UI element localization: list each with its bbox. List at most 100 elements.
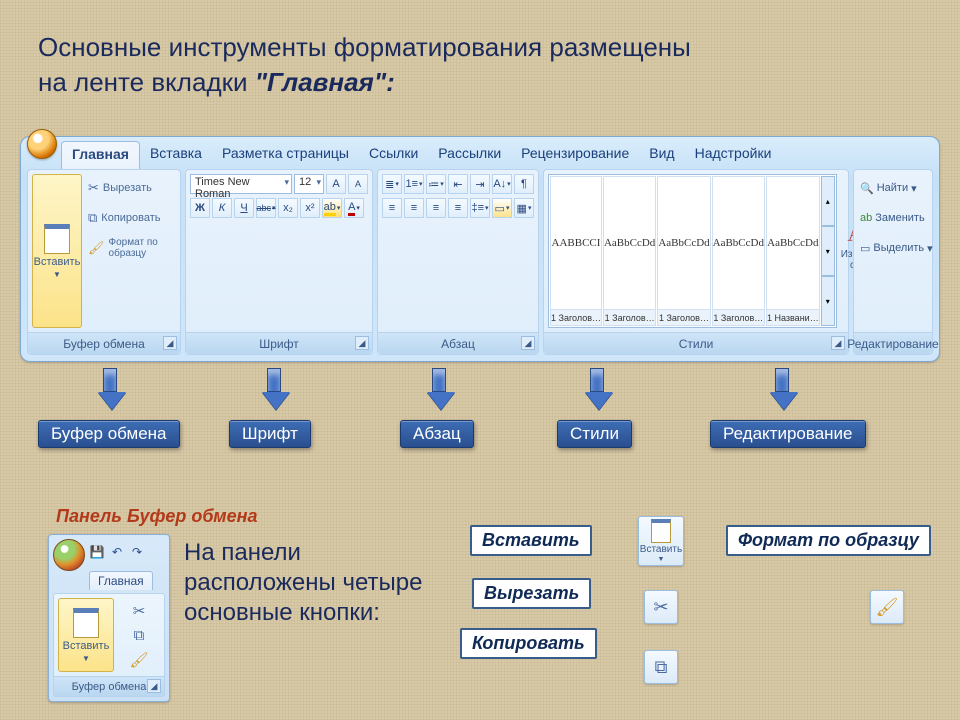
scissors-icon: ✂: [88, 180, 99, 196]
numbering-button[interactable]: 1≡: [404, 174, 424, 194]
tab-view[interactable]: Вид: [639, 141, 684, 169]
ribbon-groups: Вставить ▼ ✂Вырезать ⧉ Копировать 🖌Формат…: [27, 169, 933, 355]
outdent-button[interactable]: ⇤: [448, 174, 468, 194]
group-styles-label: Стили◢: [544, 332, 848, 354]
dialog-launcher[interactable]: ◢: [355, 336, 369, 350]
undo-icon[interactable]: ↶: [109, 545, 125, 561]
indent-button[interactable]: ⇥: [470, 174, 490, 194]
tab-insert[interactable]: Вставка: [140, 141, 212, 169]
intro-line2b: "Главная":: [255, 67, 395, 97]
office-button[interactable]: [27, 129, 57, 159]
underline-button[interactable]: Ч: [234, 198, 254, 218]
style-item[interactable]: AaBbCcDd1 Заголов…: [657, 176, 710, 326]
dialog-launcher[interactable]: ◢: [831, 336, 845, 350]
redo-icon[interactable]: ↷: [129, 545, 145, 561]
strike-button[interactable]: abc: [256, 198, 276, 218]
style-item[interactable]: AaBbCcDd1 Заголов…: [712, 176, 765, 326]
grow-font-button[interactable]: A: [326, 174, 346, 194]
tab-mailings[interactable]: Рассылки: [428, 141, 511, 169]
style-item[interactable]: AABBCCI1 Заголов…: [550, 176, 602, 326]
label-cut: Вырезать: [472, 578, 591, 609]
replace-button[interactable]: abЗаменить: [858, 204, 928, 232]
copy-button[interactable]: ⧉ Копировать: [86, 204, 176, 232]
style-item[interactable]: AaBbCcDd1 Заголов…: [603, 176, 656, 326]
office-button[interactable]: [53, 539, 85, 571]
font-name-combo[interactable]: Times New Roman: [190, 174, 292, 194]
intro-line2a: на ленте вкладки: [38, 67, 255, 97]
callout-styles: Стили: [557, 420, 632, 448]
styles-gallery[interactable]: AABBCCI1 Заголов… AaBbCcDd1 Заголов… AaB…: [548, 174, 837, 328]
replace-icon: ab: [860, 212, 872, 224]
brush-icon[interactable]: 🖌: [129, 651, 148, 669]
clipboard-icon: [73, 608, 99, 638]
bold-button[interactable]: Ж: [190, 198, 210, 218]
section-description: На панели расположены четыре основные кн…: [184, 538, 459, 628]
mini-group-label: Буфер обмена◢: [54, 676, 164, 696]
subscript-button[interactable]: x₂: [278, 198, 298, 218]
paste-button[interactable]: Вставить ▼: [32, 174, 82, 328]
dialog-launcher[interactable]: ◢: [147, 679, 161, 693]
paste-label: Вставить: [640, 544, 682, 555]
linespacing-button[interactable]: ‡≡: [470, 198, 490, 218]
find-label: Найти: [877, 182, 908, 194]
tab-addins[interactable]: Надстройки: [685, 141, 782, 169]
group-editing: 🔍Найти ▾ abЗаменить ▭Выделить ▾ Редактир…: [853, 169, 933, 355]
copy-icon-box[interactable]: ⧉: [644, 650, 678, 684]
group-editing-label: Редактирование: [854, 332, 932, 354]
arrow-icon: [585, 368, 609, 412]
copy-icon: ⧉: [88, 210, 97, 226]
shading-button[interactable]: ▭: [492, 198, 512, 218]
align-left-button[interactable]: ≡: [382, 198, 402, 218]
cursor-icon: ▭: [860, 242, 870, 255]
tab-review[interactable]: Рецензирование: [511, 141, 639, 169]
paste-button[interactable]: Вставить▼: [58, 598, 114, 672]
italic-button[interactable]: К: [212, 198, 232, 218]
copy-icon: ⧉: [655, 657, 668, 678]
section-subheading: Панель Буфер обмена: [56, 506, 258, 527]
find-button[interactable]: 🔍Найти ▾: [858, 174, 928, 202]
group-clipboard-label: Буфер обмена◢: [28, 332, 180, 354]
tab-home[interactable]: Главная: [61, 141, 140, 169]
highlight-button[interactable]: ab: [322, 198, 342, 218]
cut-icon-box[interactable]: ✂: [644, 590, 678, 624]
copy-icon[interactable]: ⧉: [134, 627, 145, 644]
scissors-icon[interactable]: ✂: [133, 602, 146, 620]
sort-button[interactable]: A↓: [492, 174, 512, 194]
group-paragraph: ≣ 1≡ ≔ ⇤ ⇥ A↓ ¶ ≡ ≡ ≡ ≡ ‡≡ ▭ ▦: [377, 169, 539, 355]
borders-button[interactable]: ▦: [514, 198, 534, 218]
callout-clipboard: Буфер обмена: [38, 420, 180, 448]
shrink-font-button[interactable]: A: [348, 174, 368, 194]
dialog-launcher[interactable]: ◢: [163, 336, 177, 350]
superscript-button[interactable]: x²: [300, 198, 320, 218]
align-right-button[interactable]: ≡: [426, 198, 446, 218]
format-painter-icon-box[interactable]: 🖌: [870, 590, 904, 624]
arrow-icon: [262, 368, 286, 412]
justify-button[interactable]: ≡: [448, 198, 468, 218]
tab-home[interactable]: Главная: [89, 571, 153, 590]
tab-layout[interactable]: Разметка страницы: [212, 141, 359, 169]
clipboard-icon: [44, 224, 70, 254]
format-painter-label: Формат по образцу: [109, 237, 174, 259]
cut-button[interactable]: ✂Вырезать: [86, 174, 176, 202]
label-format-painter: Формат по образцу: [726, 525, 931, 556]
callout-editing: Редактирование: [710, 420, 866, 448]
format-painter-button[interactable]: 🖌Формат по образцу: [86, 234, 176, 262]
gallery-scroll[interactable]: ▴▾▾: [821, 176, 835, 326]
select-button[interactable]: ▭Выделить ▾: [858, 234, 928, 262]
copy-label: Копировать: [101, 212, 160, 224]
group-paragraph-label: Абзац◢: [378, 332, 538, 354]
tab-references[interactable]: Ссылки: [359, 141, 428, 169]
word-ribbon: Главная Вставка Разметка страницы Ссылки…: [20, 136, 940, 362]
align-center-button[interactable]: ≡: [404, 198, 424, 218]
dialog-launcher[interactable]: ◢: [521, 336, 535, 350]
multilevel-button[interactable]: ≔: [426, 174, 446, 194]
bullets-button[interactable]: ≣: [382, 174, 402, 194]
style-item[interactable]: AaBbCcDd1 Названи…: [766, 176, 820, 326]
paste-icon-box[interactable]: Вставить▼: [638, 516, 684, 566]
font-size-combo[interactable]: 12: [294, 174, 324, 194]
paste-label: Вставить: [34, 256, 81, 268]
save-icon[interactable]: 💾: [89, 545, 105, 561]
font-color-button[interactable]: A: [344, 198, 364, 218]
callout-font: Шрифт: [229, 420, 311, 448]
showmarks-button[interactable]: ¶: [514, 174, 534, 194]
